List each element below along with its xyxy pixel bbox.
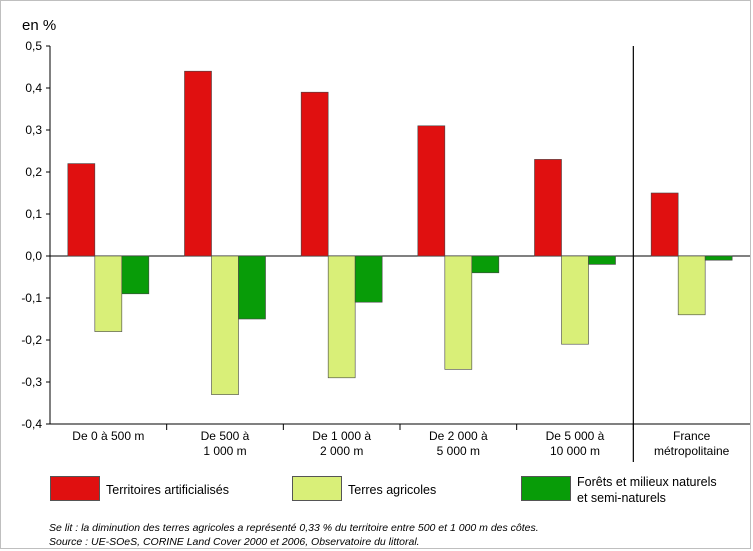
x-tick-label: De 0 à 500 m	[72, 429, 144, 443]
x-tick-label: De 500 à	[201, 429, 250, 443]
x-tick-label: 10 000 m	[550, 444, 600, 458]
y-tick-label: -0,2	[21, 333, 42, 347]
bar	[67, 163, 96, 257]
bar	[94, 255, 123, 332]
bar	[704, 255, 733, 261]
bar	[561, 255, 589, 345]
x-tick-label: De 1 000 à	[312, 429, 371, 443]
legend-swatch-artificialises	[50, 476, 100, 501]
bar	[471, 255, 500, 274]
legend-label-forets-line2: et semi-naturels	[577, 491, 666, 505]
y-tick-label: -0,4	[21, 417, 42, 431]
source-note: Source : UE-SOeS, CORINE Land Cover 2000…	[49, 536, 420, 548]
bar	[238, 255, 266, 320]
bar	[534, 159, 562, 257]
y-tick-label: 0,3	[25, 123, 42, 137]
bar	[121, 255, 150, 295]
bar	[417, 125, 446, 257]
bar	[300, 91, 329, 257]
x-tick-label: 5 000 m	[437, 444, 480, 458]
bar	[327, 255, 356, 379]
y-tick-label: -0,1	[21, 291, 42, 305]
bar	[588, 255, 616, 265]
y-tick-label: 0,5	[25, 39, 42, 53]
y-tick-label: 0,4	[25, 81, 42, 95]
x-tick-label: De 5 000 à	[546, 429, 605, 443]
x-tick-label: France	[673, 429, 711, 443]
bar	[184, 70, 212, 257]
legend-label-artificialises: Territoires artificialisés	[106, 483, 229, 497]
bar	[211, 255, 239, 395]
bar	[650, 192, 679, 257]
y-tick-label: 0,0	[25, 249, 42, 263]
y-axis-title: en %	[22, 17, 56, 34]
legend-swatch-agricoles	[292, 476, 342, 501]
legend-label-forets-line1: Forêts et milieux naturels	[577, 475, 717, 489]
x-tick-label: De 2 000 à	[429, 429, 488, 443]
x-tick-label: métropolitaine	[654, 444, 730, 458]
bar	[444, 255, 473, 370]
y-tick-label: 0,1	[25, 207, 42, 221]
legend-label-agricoles: Terres agricoles	[348, 483, 437, 497]
legend-swatch-forets	[521, 476, 571, 501]
bar	[677, 255, 706, 316]
x-tick-label: 1 000 m	[203, 444, 246, 458]
y-tick-label: -0,3	[21, 375, 42, 389]
x-tick-label: 2 000 m	[320, 444, 363, 458]
reading-note: Se lit : la diminution des terres agrico…	[49, 522, 539, 534]
y-tick-label: 0,2	[25, 165, 42, 179]
bar	[354, 255, 383, 303]
